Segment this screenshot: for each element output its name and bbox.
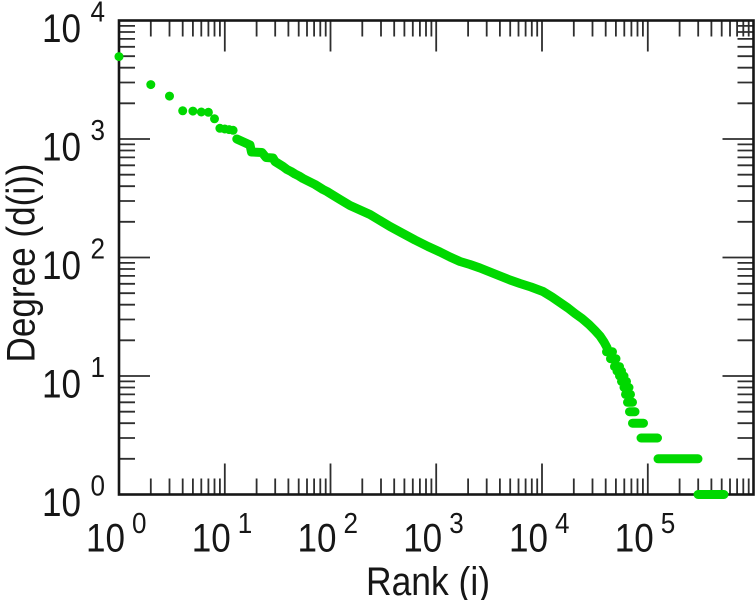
svg-text:10: 10 [42, 7, 81, 51]
svg-text:3: 3 [449, 508, 464, 540]
svg-text:Rank (i): Rank (i) [366, 560, 490, 600]
svg-text:10: 10 [509, 517, 548, 561]
svg-text:10: 10 [42, 244, 81, 288]
svg-text:1: 1 [91, 352, 106, 384]
svg-text:1: 1 [238, 508, 253, 540]
svg-text:0: 0 [132, 508, 147, 540]
svg-text:10: 10 [298, 517, 337, 561]
svg-text:10: 10 [42, 481, 81, 525]
svg-text:0: 0 [91, 471, 106, 503]
svg-text:2: 2 [344, 508, 359, 540]
svg-text:4: 4 [555, 508, 570, 540]
svg-text:Degree (d(i)): Degree (d(i)) [0, 164, 44, 363]
svg-text:10: 10 [86, 517, 125, 561]
svg-text:3: 3 [91, 115, 106, 147]
svg-text:4: 4 [91, 0, 106, 29]
svg-text:10: 10 [42, 126, 81, 170]
svg-text:10: 10 [615, 517, 654, 561]
svg-text:10: 10 [403, 517, 442, 561]
svg-text:2: 2 [91, 234, 106, 266]
svg-text:10: 10 [42, 363, 81, 407]
svg-text:5: 5 [661, 508, 676, 540]
svg-text:10: 10 [192, 517, 231, 561]
